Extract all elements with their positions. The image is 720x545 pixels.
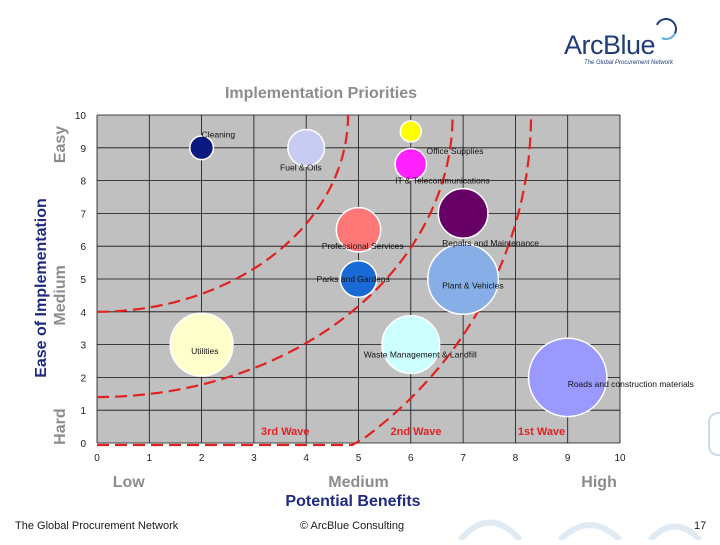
background-decoration (450, 505, 720, 543)
bubble (399, 120, 423, 143)
x-tick-label: 6 (408, 453, 414, 464)
x-tick-label: 0 (94, 453, 100, 464)
bubble (189, 135, 215, 161)
bubble (339, 259, 378, 299)
x-tick-label: 2 (199, 453, 205, 464)
wave-label: 3rd Wave (261, 426, 310, 438)
y-tick-label: 1 (80, 406, 86, 417)
y-category-label: Easy (52, 126, 69, 163)
wave-curve (96, 114, 350, 313)
footer-copyright: © ArcBlue Consulting (300, 520, 405, 532)
bubble-label: IT & Telecommunications (395, 176, 490, 186)
bubbles (169, 120, 608, 418)
y-tick-label: 4 (80, 308, 86, 319)
y-tick-label: 6 (80, 242, 86, 253)
y-tick-label: 0 (80, 439, 86, 450)
x-tick-label: 7 (460, 453, 466, 464)
chart-title: Implementation Priorities (225, 85, 417, 102)
y-axis-title: Ease of Implementation (33, 198, 50, 378)
x-tick-label: 5 (356, 453, 362, 464)
axis-ticks: 0 1 2 3 4 5 6 7 8 9 10 0 1 2 3 4 5 6 7 8 9 10 (75, 111, 626, 464)
y-category-label: Hard (52, 408, 69, 444)
x-tick-label: 1 (147, 453, 153, 464)
bubble-label: Waste Management & Landfill (364, 349, 477, 359)
y-tick-label: 7 (80, 209, 86, 220)
y-tick-label: 5 (80, 275, 86, 286)
bubble (335, 206, 382, 253)
bubble (527, 337, 608, 418)
bubble (381, 315, 441, 375)
x-tick-label: 8 (513, 453, 519, 464)
logo-tagline: The Global Procurement Network (584, 60, 674, 66)
bubble (287, 128, 326, 167)
bubble-label: Parks and Gardens (317, 274, 390, 284)
x-category-label: High (581, 474, 617, 491)
bubble-label: Plant & Vehicles (442, 281, 503, 291)
wave-curve (96, 114, 454, 399)
x-tick-label: 3 (251, 453, 257, 464)
y-tick-label: 10 (75, 111, 87, 122)
x-axis-title: Potential Benefits (285, 493, 420, 510)
bubble-label: Roads and construction materials (568, 379, 694, 389)
x-tick-label: 10 (614, 453, 626, 464)
bubble-label: Professional Services (322, 241, 404, 251)
page-number: 17 (694, 520, 707, 532)
category-labels: Low Medium High Hard Medium Easy (52, 126, 617, 491)
bubble-label: Cleaning (202, 130, 236, 140)
bubble-label: Repairs and Maintenance (442, 238, 539, 248)
y-tick-label: 9 (80, 144, 86, 155)
logo-wordmark: ArcBlue (564, 30, 656, 60)
arcblue-logo: ArcBlue The Global Procurement Network (560, 14, 690, 68)
y-tick-label: 8 (80, 177, 86, 188)
x-tick-label: 4 (303, 453, 309, 464)
y-category-label: Medium (52, 265, 69, 325)
y-tick-label: 3 (80, 341, 86, 352)
wave-label: 1st Wave (518, 426, 565, 438)
bubble (169, 312, 234, 377)
bubble-label: Office Supplies (426, 146, 483, 156)
bubble-labels: Cleaning Fuel & Oils Office Supplies IT & T… (191, 130, 694, 389)
bubble (437, 187, 489, 239)
x-category-label: Low (113, 474, 146, 491)
wave-curve (97, 114, 533, 447)
edge-decoration (708, 412, 720, 456)
footer-network: The Global Procurement Network (15, 520, 179, 532)
wave-curves: 3rd Wave 2nd Wave 1st Wave (96, 114, 565, 447)
bubble (394, 147, 428, 181)
bubble (427, 242, 500, 316)
y-tick-label: 2 (80, 373, 86, 384)
bubble-label: Fuel & Oils (280, 162, 322, 172)
x-category-label: Medium (328, 474, 388, 491)
bubble-label: Utilities (191, 346, 218, 356)
wave-label: 2nd Wave (391, 426, 442, 438)
x-tick-label: 9 (565, 453, 571, 464)
